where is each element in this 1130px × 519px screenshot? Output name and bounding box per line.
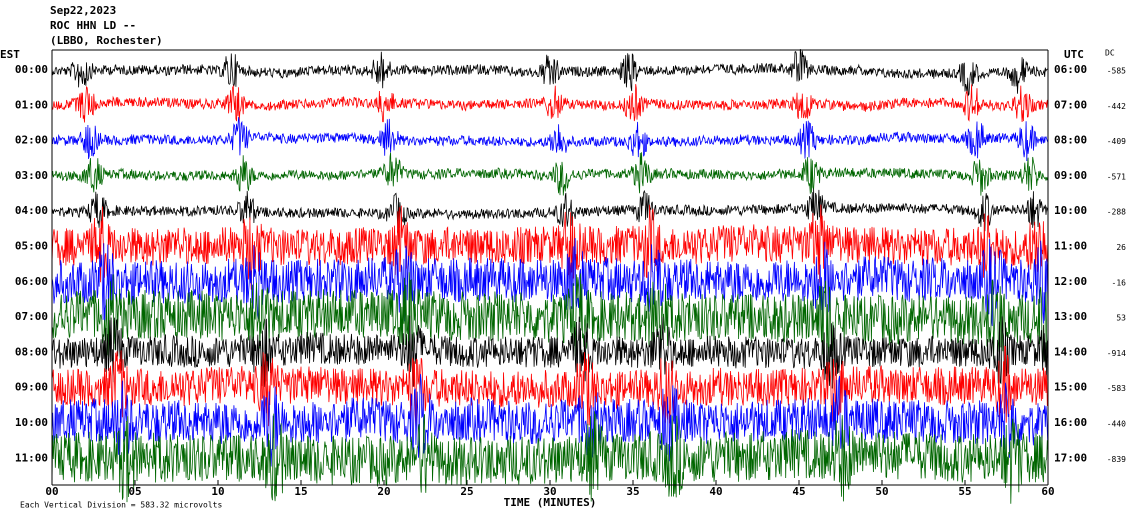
dc-value: -409	[1107, 137, 1126, 146]
trace	[51, 188, 1049, 233]
footer: Each Vertical Division = 583.32 microvol…	[20, 501, 222, 510]
right-label: 07:00	[1054, 98, 1087, 111]
x-title: TIME (MINUTES)	[504, 496, 597, 509]
left-title: EST	[0, 48, 20, 61]
dc-value: -839	[1107, 455, 1126, 464]
x-label: 35	[626, 485, 639, 498]
dc-value: -440	[1107, 420, 1126, 429]
right-label: 10:00	[1054, 204, 1087, 217]
right-label: 15:00	[1054, 381, 1087, 394]
right-label: 08:00	[1054, 134, 1087, 147]
left-label: 03:00	[15, 169, 48, 182]
x-label: 10	[211, 485, 224, 498]
right-label: 17:00	[1054, 451, 1087, 464]
x-label: 05	[128, 485, 141, 498]
dc-value: -16	[1112, 278, 1127, 287]
x-label: 20	[377, 485, 390, 498]
x-label: 15	[294, 485, 307, 498]
left-label: 02:00	[15, 134, 48, 147]
dc-value: -288	[1107, 208, 1126, 217]
dc-value: -583	[1107, 384, 1126, 393]
x-label: 60	[1041, 485, 1054, 498]
right-label: 09:00	[1054, 169, 1087, 182]
traces	[51, 49, 1049, 504]
dc-title: DC	[1105, 49, 1115, 58]
right-label: 14:00	[1054, 345, 1087, 358]
dc-value: -914	[1107, 349, 1126, 358]
header-line: ROC HHN LD --	[50, 19, 136, 32]
dc-value: -571	[1107, 172, 1126, 181]
x-label: 25	[460, 485, 473, 498]
trace	[51, 84, 1049, 123]
trace	[51, 374, 1049, 467]
x-label: 55	[958, 485, 971, 498]
left-label: 05:00	[15, 240, 48, 253]
trace	[51, 345, 1049, 428]
x-label: 50	[875, 485, 888, 498]
trace	[51, 315, 1049, 389]
header-line: Sep22,2023	[50, 4, 116, 17]
right-label: 11:00	[1054, 240, 1087, 253]
trace	[51, 49, 1049, 97]
trace	[51, 238, 1049, 327]
left-label: 11:00	[15, 451, 48, 464]
right-label: 12:00	[1054, 275, 1087, 288]
left-label: 08:00	[15, 345, 48, 358]
labels: Sep22,2023 ROC HHN LD -- (LBBO, Rocheste…	[0, 4, 1126, 510]
header-line: (LBBO, Rochester)	[50, 34, 163, 47]
left-label: 09:00	[15, 381, 48, 394]
dc-value: 26	[1116, 243, 1126, 252]
x-label: 40	[709, 485, 722, 498]
trace	[51, 411, 1049, 504]
left-label: 10:00	[15, 416, 48, 429]
right-label: 06:00	[1054, 63, 1087, 76]
trace	[51, 204, 1049, 290]
right-title: UTC	[1064, 48, 1084, 61]
left-label: 00:00	[15, 63, 48, 76]
x-label: 45	[792, 485, 805, 498]
left-label: 01:00	[15, 98, 48, 111]
trace	[51, 272, 1049, 363]
right-label: 13:00	[1054, 310, 1087, 323]
dc-value: -585	[1107, 67, 1126, 76]
trace	[51, 117, 1049, 162]
trace	[51, 152, 1049, 196]
x-label: 30	[543, 485, 556, 498]
right-label: 16:00	[1054, 416, 1087, 429]
dc-value: 53	[1116, 314, 1126, 323]
left-label: 07:00	[15, 310, 48, 323]
x-label: 00	[45, 485, 58, 498]
left-label: 04:00	[15, 204, 48, 217]
left-label: 06:00	[15, 275, 48, 288]
dc-value: -442	[1107, 102, 1126, 111]
